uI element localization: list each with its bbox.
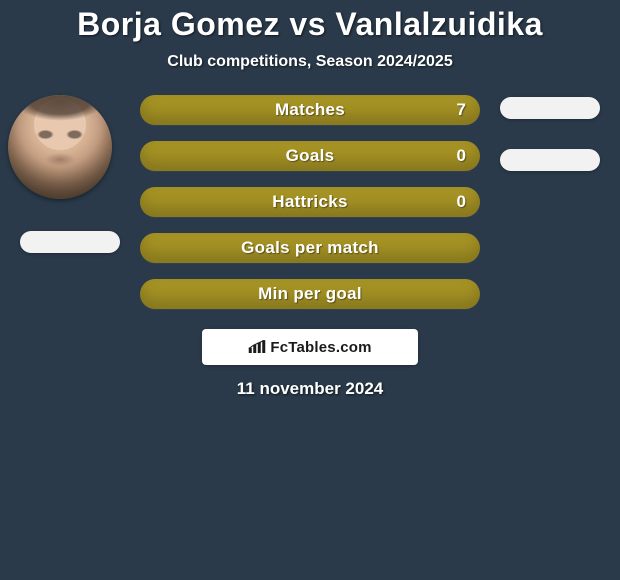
stat-label: Goals per match [140,238,480,258]
stat-label: Goals [140,146,480,166]
brand-badge: FcTables.com [202,329,418,365]
stat-rows: Matches7Goals0Hattricks0Goals per matchM… [140,95,480,325]
stat-value: 7 [457,100,466,120]
stat-value: 0 [457,146,466,166]
stat-row: Matches7 [140,95,480,125]
stat-row: Goals per match [140,233,480,263]
date-line: 11 november 2024 [0,379,620,399]
stat-label: Min per goal [140,284,480,304]
stat-row: Goals0 [140,141,480,171]
stat-label: Matches [140,100,480,120]
stat-label: Hattricks [140,192,480,212]
player-left-name-pill [20,231,120,253]
bar-chart-icon [248,340,266,354]
stat-row: Min per goal [140,279,480,309]
stat-value: 0 [457,192,466,212]
player-right-name-pill-2 [500,149,600,171]
brand-text: FcTables.com [270,339,371,356]
page-subtitle: Club competitions, Season 2024/2025 [0,53,620,71]
player-right-name-pill-1 [500,97,600,119]
player-left-avatar [8,95,112,199]
page-title: Borja Gomez vs Vanlalzuidika [0,6,620,43]
infographic-root: Borja Gomez vs Vanlalzuidika Club compet… [0,0,620,580]
stat-row: Hattricks0 [140,187,480,217]
